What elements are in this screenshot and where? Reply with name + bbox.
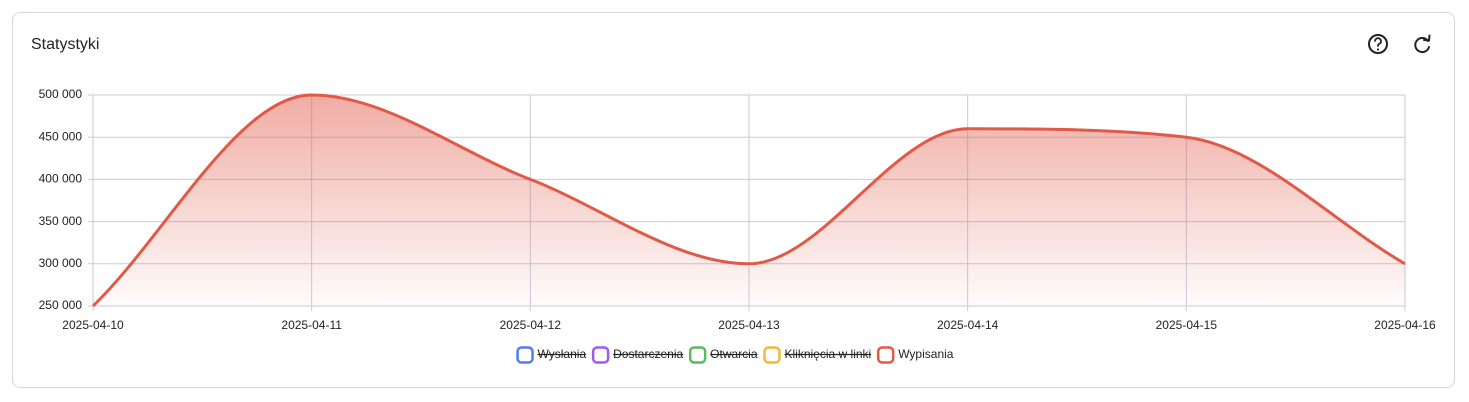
legend-item[interactable]: Kliknięcia w linki bbox=[763, 346, 872, 364]
legend-label: Wypisania bbox=[898, 347, 954, 361]
legend-item[interactable]: Dostarczenia bbox=[591, 346, 683, 364]
help-icon[interactable] bbox=[1368, 34, 1388, 54]
line bbox=[91, 93, 1406, 308]
legend-swatch bbox=[763, 346, 781, 364]
legend-label: Dostarczenia bbox=[613, 347, 683, 361]
x-tick-label: 2025-04-15 bbox=[1156, 318, 1218, 332]
x-tick-label: 2025-04-16 bbox=[1374, 318, 1436, 332]
legend-label: Wysłania bbox=[538, 347, 587, 361]
legend-swatch bbox=[688, 346, 707, 364]
y-tick-label: 350 000 bbox=[39, 214, 83, 228]
y-tick-label: 300 000 bbox=[39, 256, 83, 270]
y-tick-label: 250 000 bbox=[39, 298, 83, 312]
card bbox=[12, 12, 1455, 388]
legend: Wysłania Dostarczenia Otwarcia Kliknięcia w… bbox=[516, 346, 954, 364]
area bbox=[93, 95, 1405, 306]
legend-item[interactable]: Wysłania bbox=[516, 346, 587, 364]
x-tick-label: 2025-04-10 bbox=[62, 318, 124, 332]
legend-item[interactable]: Otwarcia bbox=[688, 346, 758, 364]
refresh-icon[interactable] bbox=[1414, 34, 1431, 54]
x-tick-label: 2025-04-13 bbox=[718, 318, 780, 332]
card-title: Statystyki bbox=[31, 36, 99, 53]
x-tick-label: 2025-04-11 bbox=[281, 318, 342, 332]
y-tick-label: 450 000 bbox=[39, 129, 83, 143]
legend-label: Kliknięcia w linki bbox=[785, 347, 872, 361]
x-tick-label: 2025-04-12 bbox=[500, 318, 562, 332]
legend-label: Otwarcia bbox=[710, 347, 758, 361]
x-tick-label: 2025-04-14 bbox=[937, 318, 999, 332]
legend-swatch bbox=[591, 346, 610, 364]
legend-item[interactable]: Wypisania bbox=[876, 346, 954, 364]
y-tick-label: 500 000 bbox=[39, 87, 83, 101]
y-tick-label: 400 000 bbox=[39, 172, 83, 186]
legend-swatch bbox=[876, 346, 895, 364]
legend-swatch bbox=[516, 346, 534, 364]
